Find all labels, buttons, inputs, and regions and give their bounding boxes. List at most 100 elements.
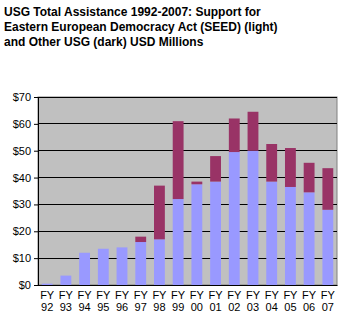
tick-label: FY00: [190, 289, 205, 314]
bar: [191, 184, 202, 285]
tick-label-line: 92: [41, 301, 53, 313]
bar: [42, 284, 53, 285]
tick: $40: [13, 172, 38, 184]
tick-mark: [34, 231, 38, 232]
x-axis: FY92FY93FY94FY95FY96FY97FY98FY99FY00FY01…: [39, 285, 338, 313]
bar: [266, 144, 277, 182]
tick: FY95: [96, 285, 111, 313]
tick: FY06: [302, 285, 317, 313]
tick-label: $20: [13, 225, 31, 237]
tick-label-line: FY: [227, 289, 242, 301]
tick-label: FY94: [78, 289, 93, 314]
bar: [98, 248, 109, 249]
bar: [79, 252, 90, 253]
bar: [60, 275, 71, 276]
tick: FY98: [152, 285, 167, 313]
axis-line: [39, 285, 338, 286]
tick: FY96: [115, 285, 130, 313]
tick-label-line: FY: [59, 289, 74, 301]
tick-label-line: 94: [78, 301, 90, 313]
tick: FY02: [227, 285, 242, 313]
bar: [117, 247, 128, 248]
tick: $60: [13, 118, 38, 130]
tick: FY05: [283, 285, 298, 313]
tick: $10: [13, 252, 38, 264]
tick-label-line: 97: [135, 301, 147, 313]
tick-label-line: 05: [284, 301, 296, 313]
tick-label: FY99: [171, 289, 186, 314]
plot-background: [38, 97, 337, 285]
tick-label-line: 04: [266, 301, 278, 313]
tick-mark: [34, 97, 38, 98]
tick: FY07: [321, 285, 336, 313]
bar: [154, 186, 165, 240]
tick-label: FY04: [265, 289, 280, 314]
tick-label: FY93: [59, 289, 74, 314]
bar: [154, 239, 165, 285]
tick-label-line: FY: [321, 289, 336, 301]
axis-line: [34, 98, 39, 286]
bar: [191, 182, 202, 185]
tick-label: FY06: [302, 289, 317, 314]
tick: $50: [13, 145, 38, 157]
bar: [248, 151, 259, 285]
tick-label-line: 03: [247, 301, 259, 313]
tick-label-line: FY: [190, 289, 205, 301]
tick-label-line: FY: [96, 289, 111, 301]
title-line: USG Total Assistance 1992-2007: Support …: [4, 5, 261, 19]
bar: [248, 112, 259, 151]
tick-label: FY03: [246, 289, 261, 314]
y-axis: $0 $10 $20 $30 $40 $50 $60 $70: [13, 91, 39, 291]
bars: [42, 112, 334, 285]
tick-label: FY05: [283, 289, 298, 314]
tick-label: FY01: [209, 289, 224, 314]
tick-label-line: FY: [302, 289, 317, 301]
tick-label-line: 95: [97, 301, 109, 313]
tick-label-line: 96: [116, 301, 128, 313]
tick-label: FY92: [40, 289, 55, 314]
bar: [285, 148, 296, 187]
tick-mark: [34, 124, 38, 125]
tick: $0: [19, 279, 38, 291]
title: USG Total Assistance 1992-2007: Support …: [4, 5, 278, 49]
series: [135, 112, 333, 242]
bar: [229, 152, 240, 285]
tick-label-line: FY: [265, 289, 280, 301]
bar: [173, 199, 184, 285]
bar: [117, 247, 128, 285]
tick-label: $40: [13, 172, 31, 184]
grid: [38, 97, 337, 285]
tick-label: FY96: [115, 289, 130, 314]
bar: [266, 182, 277, 285]
tick-mark: [34, 258, 38, 259]
title-line: Eastern European Democracy Act (SEED) (l…: [4, 20, 278, 34]
tick-label-line: FY: [283, 289, 298, 301]
tick-label-line: FY: [115, 289, 130, 301]
tick-label: $70: [13, 91, 31, 103]
grid-line: [38, 97, 337, 98]
tick: FY94: [78, 285, 93, 313]
tick-mark: [34, 151, 38, 152]
tick-label-line: FY: [171, 289, 186, 301]
bar: [322, 210, 333, 285]
bar: [173, 121, 184, 199]
tick-label-line: FY: [78, 289, 93, 301]
tick-label: $50: [13, 145, 31, 157]
tick-label-line: 06: [303, 301, 315, 313]
tick-label-line: FY: [152, 289, 167, 301]
bar: [135, 237, 146, 242]
tick: $70: [13, 91, 38, 103]
tick-label: FY98: [152, 289, 167, 314]
bar: [322, 168, 333, 210]
tick: $30: [13, 198, 38, 210]
tick-label: $60: [13, 118, 31, 130]
tick: $20: [13, 225, 38, 237]
tick: FY93: [59, 285, 74, 313]
title-line: and Other USG (dark) USD Millions: [4, 35, 204, 49]
bar: [210, 156, 221, 182]
tick-label-line: 00: [191, 301, 203, 313]
tick: FY99: [171, 285, 186, 313]
bar: [98, 249, 109, 285]
tick-mark: [34, 178, 38, 179]
bar: [229, 118, 240, 152]
